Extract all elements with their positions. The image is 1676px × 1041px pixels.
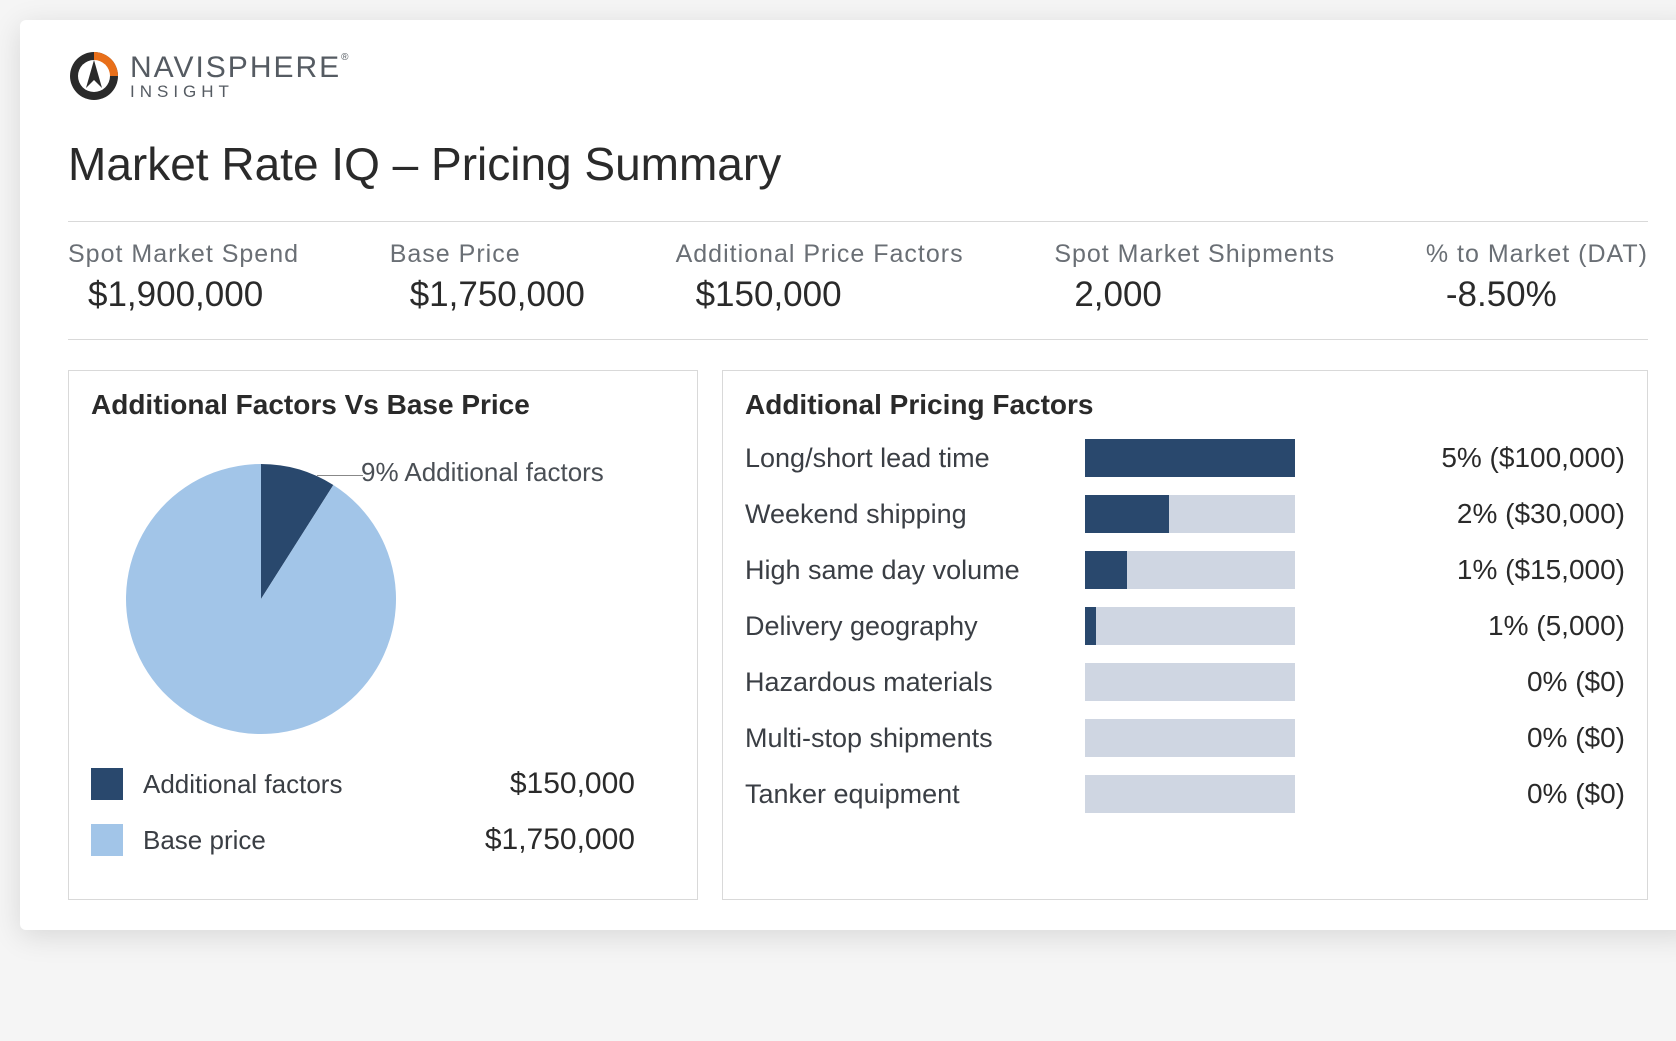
factors-panel-title: Additional Pricing Factors	[745, 389, 1625, 421]
legend-label: Additional factors	[143, 769, 510, 800]
factor-value: 2% ($30,000)	[1315, 498, 1625, 530]
metric-shipments: Spot Market Shipments 2,000	[1054, 240, 1335, 315]
factor-bar	[1085, 607, 1295, 645]
factor-row: Multi-stop shipments 0% ($0)	[745, 719, 1625, 757]
pie-panel-title: Additional Factors Vs Base Price	[91, 389, 675, 421]
metric-label: Spot Market Shipments	[1054, 240, 1335, 269]
panels-row: Additional Factors Vs Base Price 9% Addi…	[68, 370, 1648, 900]
factor-bar-fill	[1085, 495, 1169, 533]
metric-additional-factors: Additional Price Factors $150,000	[676, 240, 964, 315]
factor-bar-fill	[1085, 607, 1096, 645]
factor-bar-fill	[1085, 551, 1127, 589]
metric-label: Base Price	[390, 240, 521, 269]
factor-label: Hazardous materials	[745, 667, 1085, 698]
factor-bar	[1085, 663, 1295, 701]
factor-value: 0% ($0)	[1315, 778, 1625, 810]
factor-value: 5% ($100,000)	[1315, 442, 1625, 474]
factor-label: High same day volume	[745, 555, 1085, 586]
factor-row: Weekend shipping 2% ($30,000)	[745, 495, 1625, 533]
metric-label: Additional Price Factors	[676, 240, 964, 269]
metrics-bar: Spot Market Spend $1,900,000 Base Price …	[68, 221, 1648, 340]
legend-label: Base price	[143, 825, 485, 856]
brand-header: NAVISPHERE® INSIGHT	[68, 50, 1648, 102]
factor-label: Long/short lead time	[745, 443, 1085, 474]
metric-value: $150,000	[676, 275, 842, 315]
brand-name: NAVISPHERE®	[130, 53, 351, 83]
legend-swatch	[91, 824, 123, 856]
legend-value: $1,750,000	[485, 823, 675, 857]
metric-pct-market: % to Market (DAT) -8.50%	[1426, 240, 1648, 315]
navisphere-logo-icon	[68, 50, 120, 102]
metric-base-price: Base Price $1,750,000	[390, 240, 585, 315]
dashboard-root: NAVISPHERE® INSIGHT Market Rate IQ – Pri…	[20, 20, 1676, 930]
metric-value: -8.50%	[1426, 275, 1557, 315]
factor-label: Delivery geography	[745, 611, 1085, 642]
factor-label: Multi-stop shipments	[745, 723, 1085, 754]
factor-bar	[1085, 495, 1295, 533]
factors-list: Long/short lead time 5% ($100,000) Weekend…	[745, 439, 1625, 813]
factor-label: Weekend shipping	[745, 499, 1085, 530]
brand-text: NAVISPHERE® INSIGHT	[130, 53, 351, 100]
factor-value: 0% ($0)	[1315, 722, 1625, 754]
pie-slice-base	[126, 464, 396, 734]
metric-spot-spend: Spot Market Spend $1,900,000	[68, 240, 299, 315]
legend-swatch	[91, 768, 123, 800]
metric-value: $1,900,000	[68, 275, 263, 315]
page-title: Market Rate IQ – Pricing Summary	[68, 137, 1648, 191]
factor-bar	[1085, 551, 1295, 589]
metric-label: Spot Market Spend	[68, 240, 299, 269]
metric-value: 2,000	[1054, 275, 1162, 315]
pie-callout-line	[317, 475, 363, 476]
factor-row: Long/short lead time 5% ($100,000)	[745, 439, 1625, 477]
legend-row-base: Base price $1,750,000	[91, 823, 675, 857]
factor-row: Hazardous materials 0% ($0)	[745, 663, 1625, 701]
pie-legend: Additional factors $150,000 Base price $…	[91, 767, 675, 857]
factor-bar	[1085, 439, 1295, 477]
factor-bar	[1085, 719, 1295, 757]
factor-value: 1% (5,000)	[1315, 610, 1625, 642]
factor-bar	[1085, 775, 1295, 813]
factor-value: 1% ($15,000)	[1315, 554, 1625, 586]
factors-panel: Additional Pricing Factors Long/short le…	[722, 370, 1648, 900]
factor-bar-fill	[1085, 439, 1295, 477]
legend-row-additional: Additional factors $150,000	[91, 767, 675, 801]
factor-row: Tanker equipment 0% ($0)	[745, 775, 1625, 813]
brand-subtitle: INSIGHT	[130, 83, 351, 100]
pie-chart-wrap: 9% Additional factors	[91, 439, 675, 759]
factor-label: Tanker equipment	[745, 779, 1085, 810]
factor-value: 0% ($0)	[1315, 666, 1625, 698]
metric-value: $1,750,000	[390, 275, 585, 315]
metric-label: % to Market (DAT)	[1426, 240, 1648, 269]
factor-row: Delivery geography 1% (5,000)	[745, 607, 1625, 645]
factor-row: High same day volume 1% ($15,000)	[745, 551, 1625, 589]
legend-value: $150,000	[510, 767, 675, 801]
pie-callout-label: 9% Additional factors	[361, 457, 604, 488]
pie-panel: Additional Factors Vs Base Price 9% Addi…	[68, 370, 698, 900]
